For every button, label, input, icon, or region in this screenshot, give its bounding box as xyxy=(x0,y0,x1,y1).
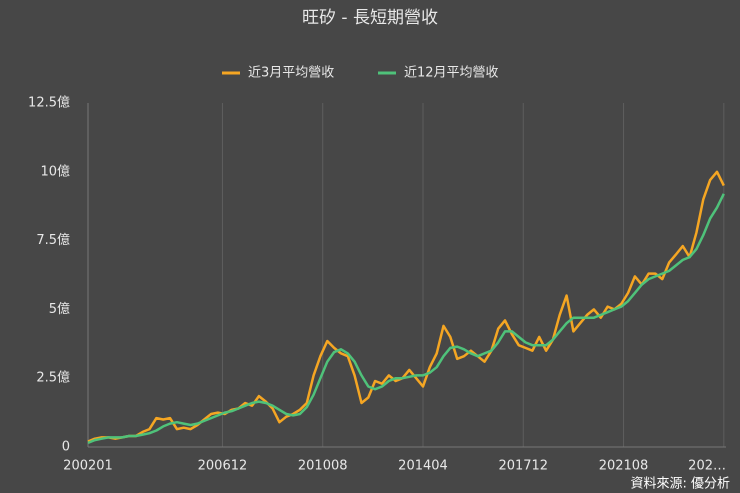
x-tick-label: 201712 xyxy=(498,459,548,474)
x-tick-label: 202108 xyxy=(599,459,649,474)
x-tick-label: 200612 xyxy=(198,459,248,474)
x-tick-label: 201008 xyxy=(298,459,348,474)
y-tick-label: 0 xyxy=(62,440,70,455)
x-tick-label: 200201 xyxy=(63,459,113,474)
series-line xyxy=(87,170,725,443)
x-tick-label: 202… xyxy=(688,459,726,474)
chart-title: 旺矽 - 長短期營收 xyxy=(302,8,438,28)
legend-label: 近12月平均營收 xyxy=(404,66,499,81)
legend-label: 近3月平均營收 xyxy=(248,66,334,81)
source-note: 資料來源: 優分析 xyxy=(630,477,730,492)
y-tick-label: 2.5億 xyxy=(36,370,70,386)
y-tick-label: 7.5億 xyxy=(36,232,70,248)
x-tick-label: 201404 xyxy=(398,459,448,474)
y-tick-label: 12.5億 xyxy=(28,95,70,111)
series-line xyxy=(87,193,725,445)
y-tick-label: 10億 xyxy=(40,163,70,179)
y-tick-label: 5億 xyxy=(49,301,70,317)
